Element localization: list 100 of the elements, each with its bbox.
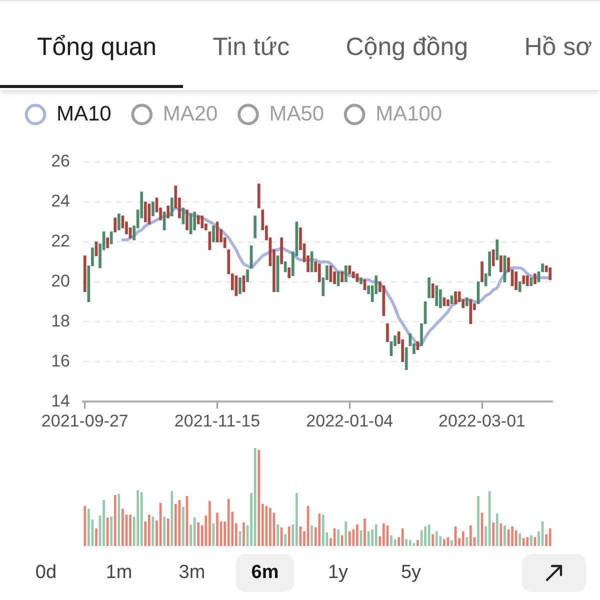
bar (344, 522, 348, 546)
text: Tin tức (212, 32, 290, 62)
bar (356, 524, 358, 546)
text: 3m (178, 562, 206, 583)
candlestick (386, 323, 389, 342)
candlestick (480, 262, 484, 282)
bar (405, 539, 408, 546)
bar (318, 514, 321, 546)
candlestick (170, 198, 174, 216)
bar (88, 508, 90, 546)
bar (466, 537, 468, 546)
text: Cộng đồng (346, 32, 468, 62)
bar (288, 526, 290, 546)
candlestick (288, 267, 291, 278)
text: 5y (400, 562, 422, 583)
bar (269, 508, 272, 546)
candlestick (496, 240, 499, 260)
bar (208, 500, 211, 546)
y-tick-label: 26 (51, 152, 70, 171)
candlestick (534, 273, 536, 284)
bar (166, 518, 170, 546)
legend-label: MA100 (376, 102, 442, 126)
legend-label: MA10 (56, 102, 112, 126)
bar (284, 534, 287, 546)
x-tick-label: 2022-01-04 (306, 411, 394, 430)
candlestick (404, 347, 408, 370)
candlestick (238, 277, 242, 294)
x-tick-label: 2021-09-27 (41, 411, 128, 430)
candlestick (500, 256, 502, 272)
candlestick (518, 281, 522, 292)
bar (140, 492, 143, 546)
candlestick (166, 205, 170, 218)
bar (122, 508, 124, 546)
candlestick (476, 281, 480, 304)
y-tick-label: 16 (51, 351, 70, 370)
bar (390, 535, 392, 546)
y-tick-label: 20 (51, 271, 70, 290)
bar (102, 500, 105, 546)
bar (450, 540, 453, 546)
bar (216, 512, 218, 546)
legend-label: MA50 (269, 102, 324, 126)
bar (337, 529, 340, 546)
candlestick (318, 264, 321, 282)
bar (296, 493, 298, 546)
bar (182, 506, 184, 546)
candlestick (152, 202, 154, 216)
bar (462, 531, 464, 546)
y-tick-label: 24 (51, 192, 70, 211)
x-tick-label: 2022-03-01 (438, 411, 526, 430)
bar (435, 531, 438, 546)
candlestick (200, 215, 204, 228)
bar (364, 518, 366, 546)
text: Tổng quan (37, 32, 157, 62)
bar (170, 491, 174, 546)
y-tick-label: 22 (51, 232, 70, 251)
bar (197, 522, 200, 546)
candlestick (254, 215, 257, 238)
bar (443, 539, 446, 546)
bar (488, 491, 491, 546)
candlestick (234, 275, 238, 296)
text: 1y (328, 562, 348, 583)
bar (526, 537, 529, 546)
bar (106, 518, 109, 546)
text: Hồ sơ (524, 32, 592, 62)
candlestick (514, 271, 518, 290)
bar (408, 540, 412, 546)
candlestick (118, 213, 120, 230)
candlestick (435, 285, 438, 306)
bar (548, 528, 552, 546)
bar (174, 504, 177, 546)
bar (163, 516, 166, 546)
text: 1m (106, 562, 132, 583)
legend-label: MA20 (162, 102, 218, 126)
candlestick (344, 265, 348, 282)
candlestick (431, 283, 434, 298)
bar (148, 514, 150, 546)
bar (470, 525, 472, 546)
bar (340, 535, 344, 546)
x-tick-label: 2021-11-15 (174, 411, 260, 430)
candlestick (106, 238, 110, 248)
candlestick (284, 262, 287, 272)
bar (114, 495, 116, 546)
candlestick (526, 275, 529, 286)
bar (254, 448, 256, 546)
candlestick (144, 201, 147, 222)
candlestick (548, 267, 552, 280)
bar (382, 523, 385, 546)
candlestick (246, 269, 249, 282)
bar (227, 498, 230, 546)
bar (110, 516, 113, 546)
bar (374, 524, 378, 546)
bar (477, 496, 480, 546)
bar (242, 522, 245, 546)
bar (310, 525, 313, 546)
candlestick (428, 277, 431, 298)
candlestick (193, 211, 196, 230)
candlestick (310, 252, 314, 272)
candlestick (114, 217, 117, 232)
bar (258, 450, 260, 546)
bar (129, 514, 132, 546)
